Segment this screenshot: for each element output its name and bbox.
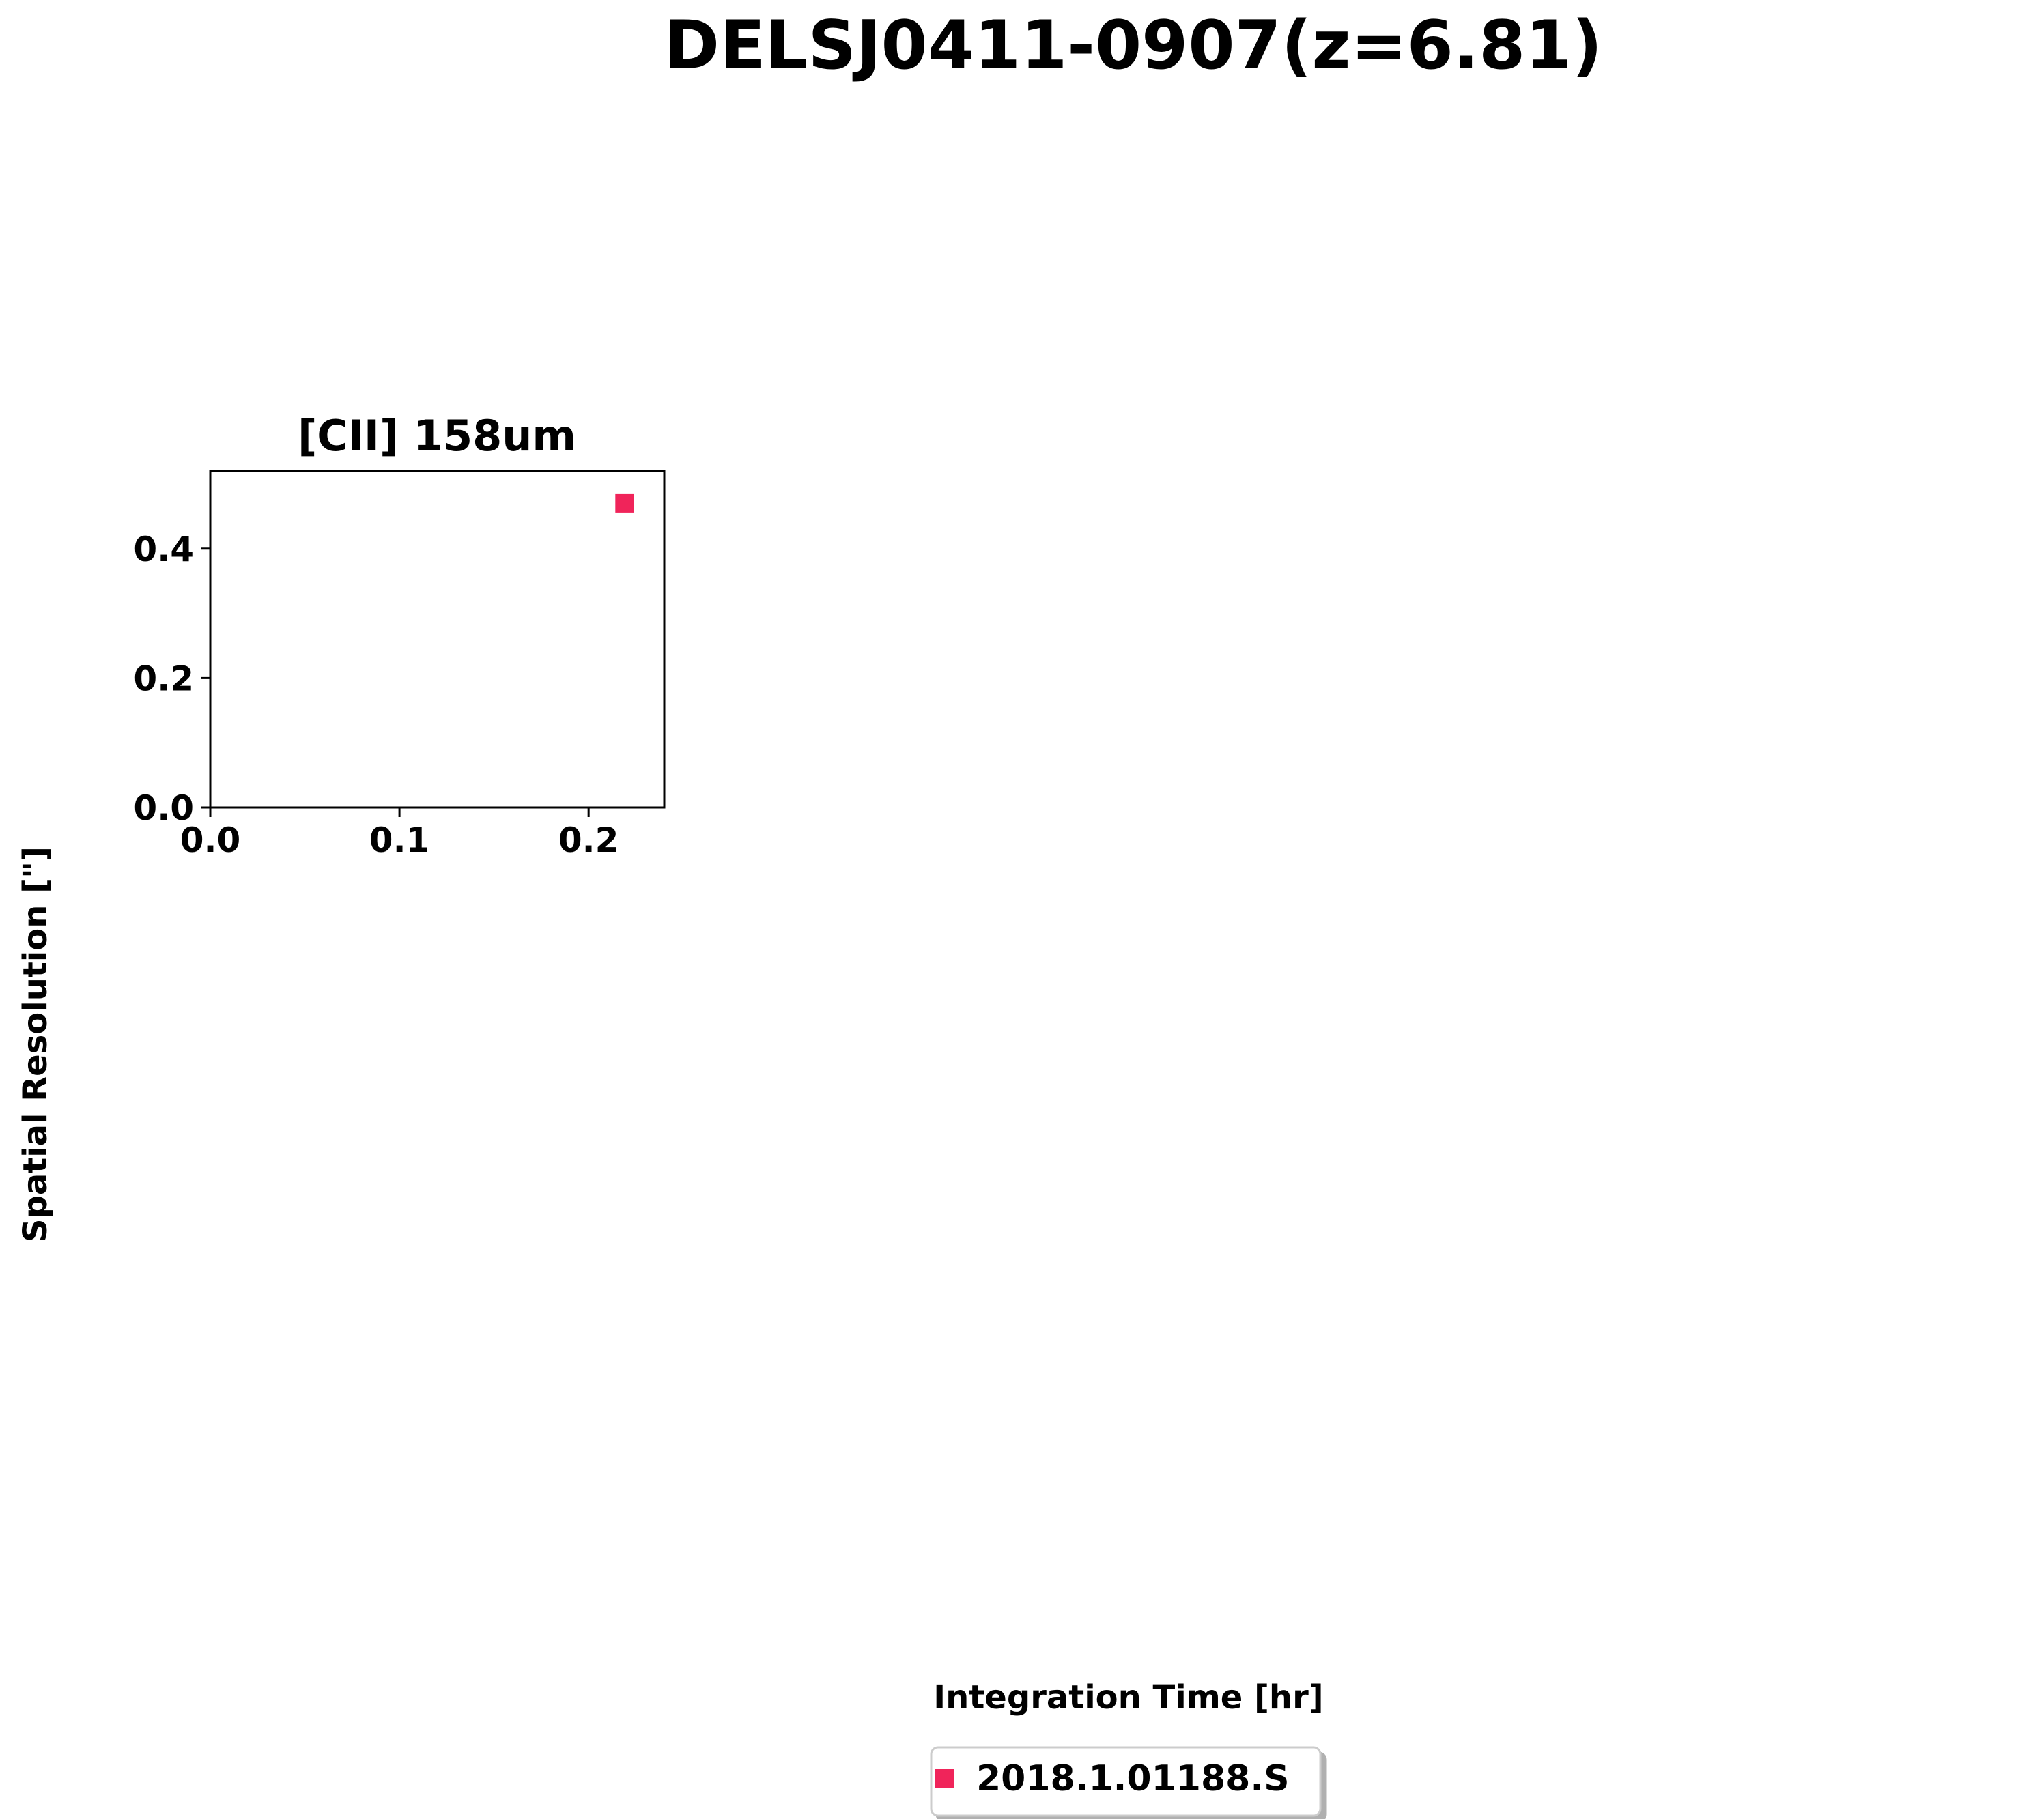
axes-frame — [209, 470, 666, 809]
x-axis-label: Integration Time [hr] — [933, 1678, 1323, 1717]
legend-box — [930, 1746, 1322, 1817]
y-tick-label: 0.2 — [133, 659, 194, 698]
y-tick-label: 0.4 — [133, 530, 194, 569]
data-point-square — [615, 493, 634, 513]
legend: 2018.1.01188.S — [930, 1746, 1322, 1817]
x-tick-label: 0.0 — [180, 820, 241, 860]
plot-area: 0.0 0.1 0.2 0.0 0.2 0.4 — [133, 470, 666, 860]
y-axis-label: Spatial Resolution ["] — [16, 846, 55, 1242]
x-tick-label: 0.2 — [558, 820, 619, 860]
subplot-title: [CII] 158um — [298, 411, 576, 461]
legend-marker-square — [935, 1769, 954, 1788]
figure-title: DELSJ0411-0907(z=6.81) — [664, 7, 1603, 85]
x-tick-label: 0.1 — [369, 820, 430, 860]
y-tick-label: 0.0 — [133, 788, 194, 828]
legend-label: 2018.1.01188.S — [976, 1758, 1290, 1799]
